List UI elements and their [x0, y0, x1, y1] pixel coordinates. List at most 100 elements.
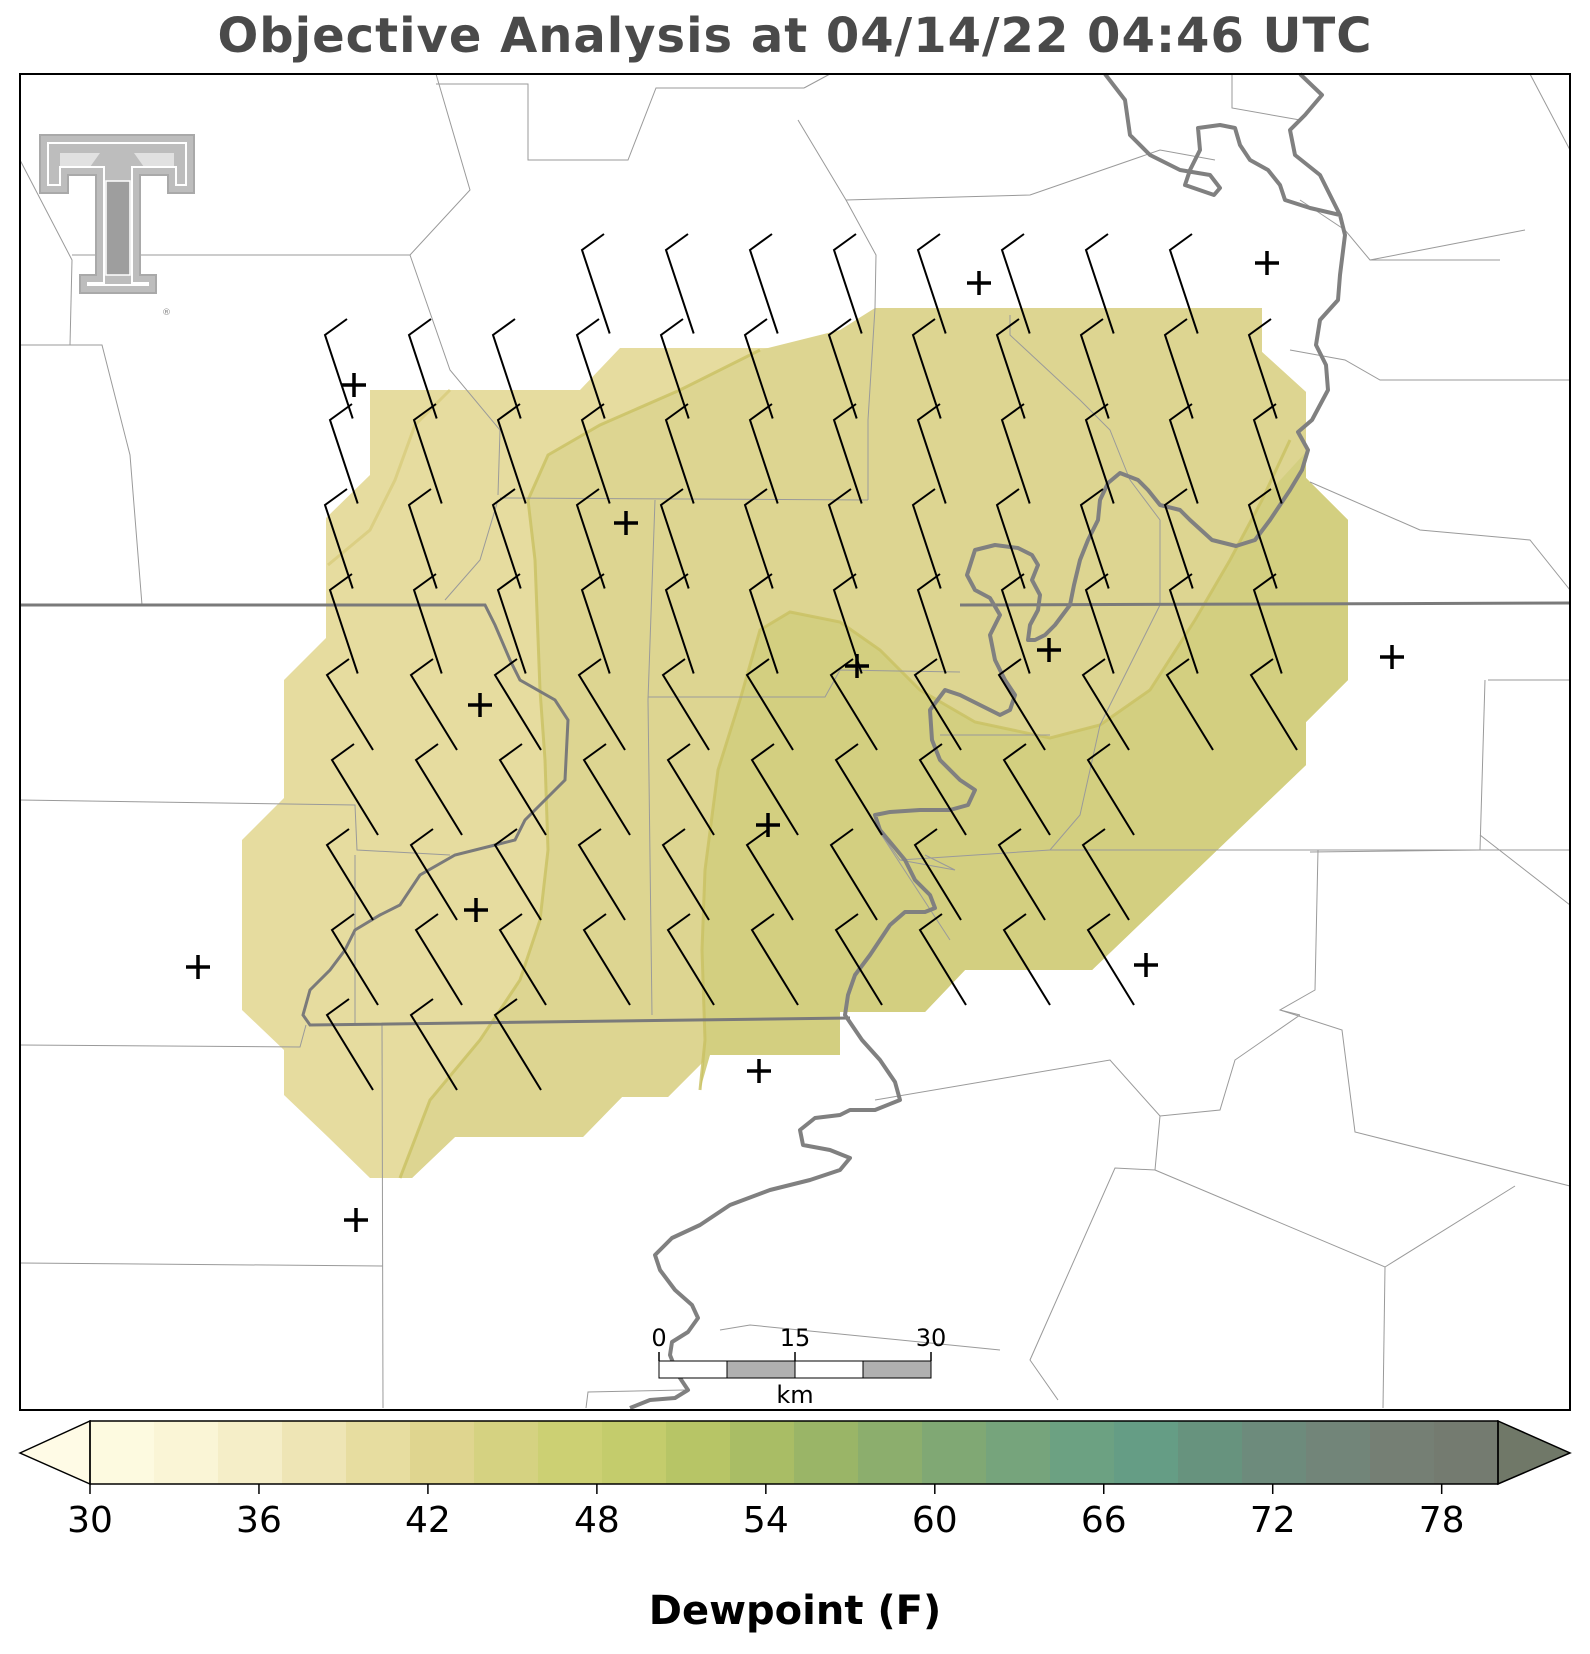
wind-barb: [325, 828, 374, 921]
scale-segment-2: [726, 1360, 796, 1379]
dewpoint-contour-44: [698, 439, 1292, 1091]
colorbar-cell: [154, 1421, 219, 1484]
wind-barb: [1163, 488, 1194, 589]
colorbar-cell: [1370, 1421, 1435, 1484]
station-marker: [756, 813, 780, 837]
wind-barb: [911, 318, 942, 419]
scale-tick-0: 0: [651, 1324, 666, 1352]
colorbar-cell: [1114, 1421, 1179, 1484]
wind-barb: [748, 403, 779, 504]
wind-barb: [829, 658, 878, 751]
wind-barb: [491, 488, 522, 589]
wind-barb: [582, 743, 631, 836]
colorbar-outline: [89, 1420, 1499, 1485]
wind-barb: [414, 913, 463, 1006]
colorbar-cell: [922, 1421, 987, 1484]
colorbar-cell: [474, 1421, 539, 1484]
double-t-logo: ®: [39, 134, 195, 318]
wind-barb: [1084, 573, 1115, 674]
wind-barb: [409, 998, 458, 1091]
wind-barb: [1084, 403, 1115, 504]
wind-barb: [1252, 403, 1283, 504]
wind-barb: [1000, 233, 1031, 334]
wind-barb: [748, 233, 779, 334]
wind-barb: [834, 913, 883, 1006]
colorbar: 30 36 42 48 54 60 66 72 78: [18, 1420, 1572, 1541]
wind-barb: [745, 658, 794, 751]
wind-barb: [1081, 658, 1130, 751]
wind-barb: [575, 318, 606, 419]
wind-barb: [913, 828, 962, 921]
wind-barb: [577, 828, 626, 921]
wind-barb: [1002, 913, 1051, 1006]
wind-barb: [997, 658, 1046, 751]
wind-barb: [582, 913, 631, 1006]
wind-barb: [829, 828, 878, 921]
wind-barbs: [323, 233, 1298, 1091]
wind-barb: [577, 658, 626, 751]
colorbar-cell: [858, 1421, 923, 1484]
colorbar-cell: [730, 1421, 795, 1484]
wind-barb: [827, 318, 858, 419]
colorbar-ticks: 30 36 42 48 54 60 66 72 78: [67, 1484, 1465, 1541]
page-title: Objective Analysis at 04/14/22 04:46 UTC: [217, 8, 1373, 64]
colorbar-tick-label: 42: [405, 1500, 451, 1541]
dewpoint-region-45: [700, 452, 1348, 1090]
wind-barb: [493, 658, 542, 751]
colorbar-tick-label: 48: [574, 1500, 620, 1541]
wind-barb: [493, 828, 542, 921]
wind-barb: [498, 743, 547, 836]
station-marker: [1037, 638, 1061, 662]
colorbar-cell: [218, 1421, 283, 1484]
wind-barb: [1084, 233, 1115, 334]
wind-barb: [580, 403, 611, 504]
station-marker: [1255, 251, 1279, 275]
wind-barb: [498, 913, 547, 1006]
station-marker: [1134, 953, 1158, 977]
colorbar-tick-label: 54: [743, 1500, 789, 1541]
registered-mark: ®: [162, 308, 171, 318]
wind-barb: [407, 318, 438, 419]
wind-barb: [750, 913, 799, 1006]
scale-tick-30: 30: [916, 1324, 947, 1352]
wind-barb: [493, 998, 542, 1091]
station-marker: [342, 373, 366, 397]
dewpoint-contour-42: [398, 348, 761, 1179]
scale-bar: 0 15 30 km: [651, 1324, 946, 1409]
wind-barb: [1081, 828, 1130, 921]
wind-barb: [916, 403, 947, 504]
wind-barb: [911, 488, 942, 589]
colorbar-cell: [1178, 1421, 1243, 1484]
wind-barb: [328, 403, 359, 504]
colorbar-cell: [1434, 1421, 1499, 1484]
station-marker: [186, 955, 210, 979]
wind-barb: [832, 403, 863, 504]
colorbar-cell: [538, 1421, 603, 1484]
wind-barb: [496, 573, 527, 674]
wind-barb: [1002, 743, 1051, 836]
wind-barb: [745, 828, 794, 921]
wind-barb: [580, 233, 611, 334]
wind-barb: [325, 658, 374, 751]
wind-barb: [580, 573, 611, 674]
colorbar-tick-label: 30: [67, 1500, 113, 1541]
rivers: [629, 72, 1347, 1410]
tributary-river: [1288, 72, 1342, 216]
colorbar-cell: [1242, 1421, 1307, 1484]
wind-barb: [409, 658, 458, 751]
wind-barb: [1079, 318, 1110, 419]
wind-barb: [1247, 488, 1278, 589]
wind-barb: [409, 828, 458, 921]
wind-barb: [491, 318, 522, 419]
wind-barb: [1247, 318, 1278, 419]
station-marker: [1380, 645, 1404, 669]
colorbar-cells: [90, 1421, 1499, 1484]
colorbar-under-arrow: [18, 1420, 91, 1486]
mississippi-river: [629, 72, 1347, 1410]
colorbar-cell: [346, 1421, 411, 1484]
colorbar-tick-label: 36: [236, 1500, 282, 1541]
wind-barb: [330, 743, 379, 836]
wind-barb: [661, 828, 710, 921]
scale-segment-3: [794, 1360, 864, 1379]
map-panel[interactable]: ® 0 15 30 km: [0, 0, 1590, 1420]
